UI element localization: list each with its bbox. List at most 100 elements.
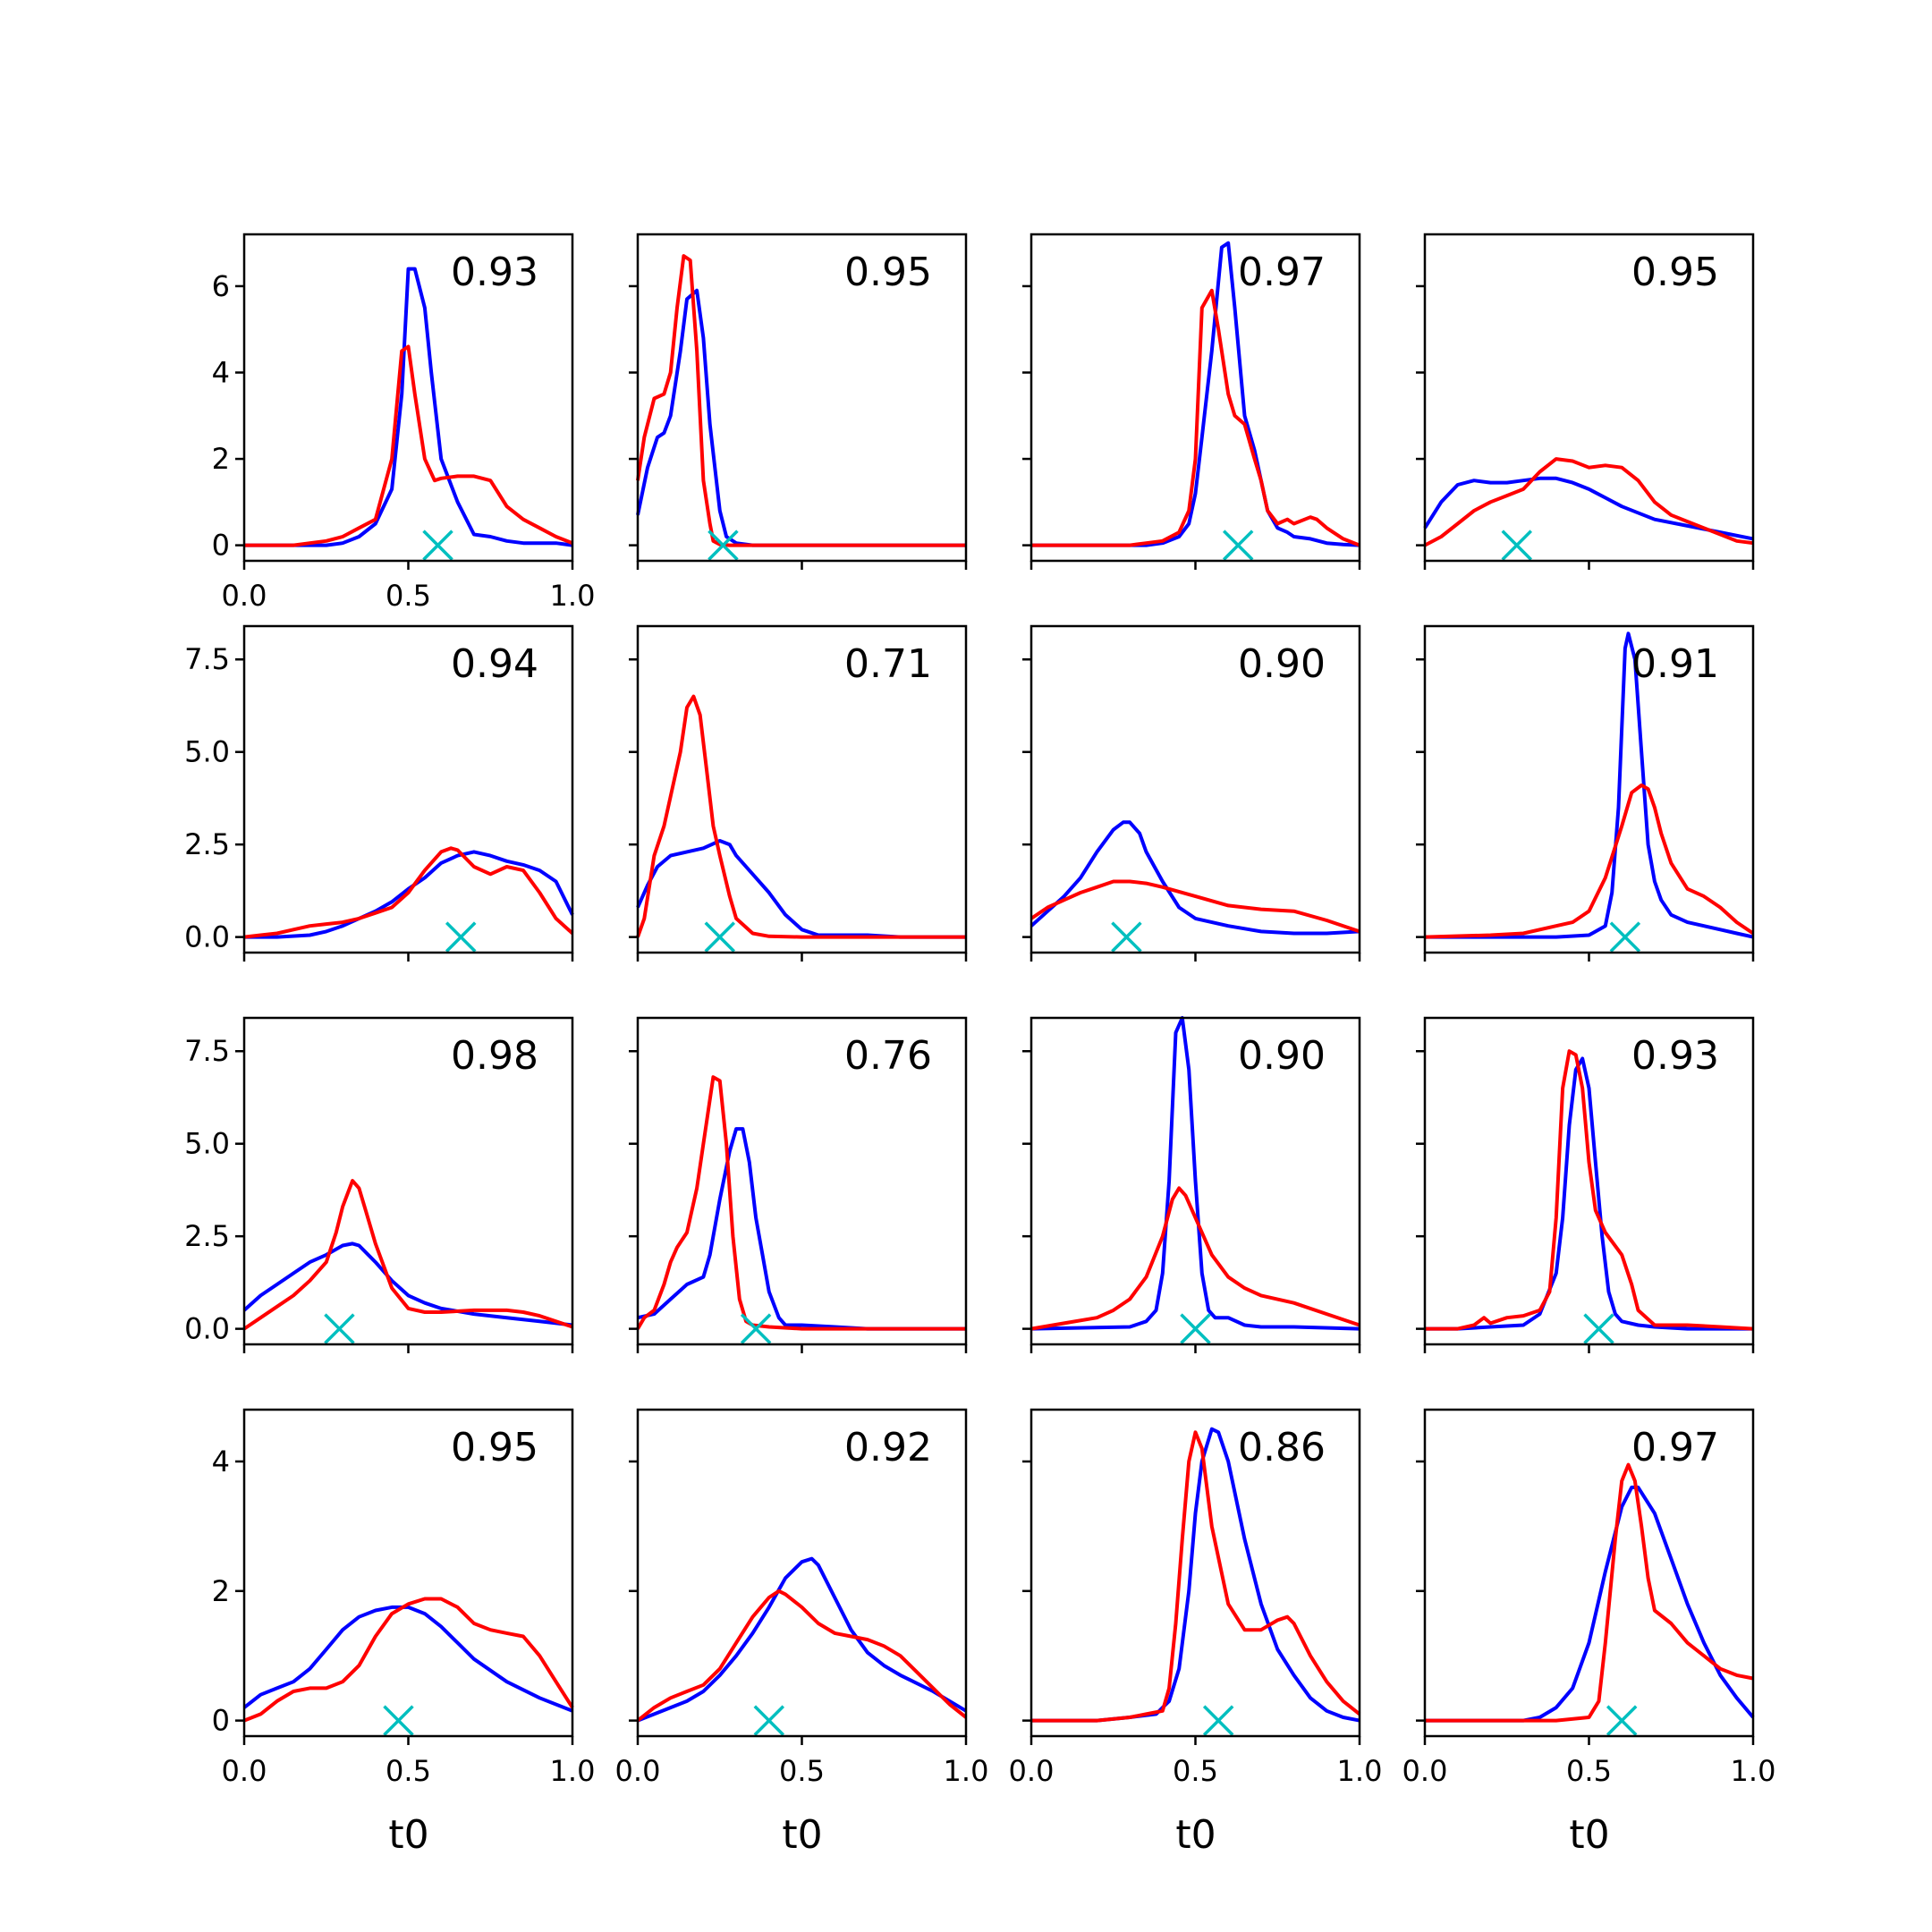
- x-tick-label: 0.5: [386, 579, 431, 613]
- blue-density-line: [1031, 241, 1360, 547]
- blue-density-line: [1425, 631, 1754, 939]
- y-tick-label: 0: [212, 529, 230, 563]
- x-axis-label: t0: [1175, 1812, 1216, 1858]
- blue-density-line: [242, 1605, 573, 1713]
- overlap-value-label: 0.94: [451, 641, 538, 687]
- y-tick-label: 2.5: [184, 1219, 230, 1253]
- true-value-marker: [422, 530, 453, 561]
- overlap-value-label: 0.97: [1631, 1425, 1719, 1470]
- overlap-value-label: 0.97: [1238, 250, 1326, 295]
- x-tick-label: 0.5: [1173, 1754, 1218, 1788]
- x-tick-label: 0.0: [222, 579, 267, 613]
- y-tick-label: 2: [212, 442, 230, 476]
- blue-density-line: [1031, 1427, 1360, 1723]
- red-density-line: [1425, 1049, 1754, 1331]
- true-value-marker: [708, 530, 739, 561]
- subplot: 0.0 2.5 5.0 7.5 0.94: [184, 624, 574, 962]
- y-tick-label: 5.0: [184, 1127, 230, 1161]
- x-tick-label: 1.0: [1337, 1754, 1383, 1788]
- subplot: 0.91: [1416, 624, 1755, 962]
- red-density-line: [636, 1589, 968, 1723]
- true-value-marker: [1606, 1705, 1638, 1736]
- red-density-line: [244, 344, 573, 547]
- x-tick-label: 0.0: [1402, 1754, 1448, 1788]
- blue-density-line: [1425, 1485, 1755, 1723]
- x-tick-label: 1.0: [1731, 1754, 1776, 1788]
- red-density-line: [243, 1597, 574, 1723]
- blue-density-line: [242, 1241, 573, 1327]
- x-tick-label: 1.0: [550, 1754, 596, 1788]
- red-density-line: [1031, 1430, 1361, 1723]
- x-axis-label: t0: [1569, 1812, 1609, 1858]
- overlap-value-label: 0.93: [1631, 1033, 1719, 1079]
- blue-density-line: [244, 850, 574, 939]
- overlap-value-label: 0.71: [844, 641, 932, 687]
- blue-density-line: [636, 288, 966, 547]
- x-tick-label: 0.0: [1009, 1754, 1055, 1788]
- overlap-value-label: 0.95: [1631, 250, 1719, 295]
- y-tick-label: 6: [212, 269, 230, 303]
- x-tick-label: 0.5: [779, 1754, 825, 1788]
- subplot: 0.0 0.5 1.0 0.86: [1009, 1408, 1383, 1788]
- y-tick-label: 4: [212, 1445, 230, 1479]
- subplot: 0.76: [629, 1016, 968, 1353]
- red-density-line: [242, 1179, 573, 1331]
- x-tick-label: 1.0: [944, 1754, 989, 1788]
- subplot: 0.0 2.5 5.0 7.5 0.98: [184, 1016, 574, 1353]
- red-density-line: [1030, 1186, 1360, 1331]
- subplot-grid: 0 2 4 6 0.0 0.5 1.0 0.93 0.95 0.97 0.95 0.0 2.5 5.0 7.…: [184, 233, 1776, 1788]
- true-value-marker: [1180, 1313, 1211, 1344]
- x-axis-label: t0: [782, 1812, 822, 1858]
- subplot: 0 2 4 6 0.0 0.5 1.0 0.93: [212, 233, 596, 613]
- y-tick-label: 2: [212, 1574, 230, 1608]
- overlap-value-label: 0.76: [844, 1033, 932, 1079]
- blue-density-line: [1425, 1056, 1753, 1331]
- overlap-value-label: 0.90: [1238, 641, 1326, 687]
- blue-density-line: [1423, 476, 1754, 541]
- subplot: 0.90: [1022, 624, 1361, 962]
- true-value-marker: [740, 1313, 772, 1344]
- overlap-value-label: 0.95: [451, 1425, 538, 1470]
- x-tick-label: 0.5: [386, 1754, 431, 1788]
- y-tick-label: 7.5: [184, 642, 230, 676]
- x-axis-labels: t0 t0 t0 t0: [388, 1812, 1609, 1858]
- red-density-line: [636, 694, 966, 939]
- x-tick-label: 0.0: [222, 1754, 267, 1788]
- subplot: 0.0 0.5 1.0 0.92: [615, 1408, 989, 1788]
- red-density-line: [636, 254, 966, 547]
- subplot: 0.95: [629, 233, 968, 570]
- blue-density-line: [636, 839, 966, 939]
- y-tick-label: 4: [212, 355, 230, 389]
- x-tick-label: 0.5: [1566, 1754, 1612, 1788]
- true-value-marker: [1583, 1313, 1614, 1344]
- true-value-marker: [1202, 1705, 1234, 1736]
- overlap-value-label: 0.92: [844, 1425, 932, 1470]
- red-density-line: [1030, 879, 1360, 934]
- y-tick-label: 0: [212, 1704, 230, 1738]
- true-value-marker: [753, 1705, 785, 1736]
- y-tick-label: 0.0: [184, 1312, 230, 1346]
- subplot: 0.95: [1416, 233, 1755, 570]
- blue-density-line: [637, 1556, 968, 1723]
- blue-density-line: [1030, 820, 1360, 936]
- subplot: 0.97: [1022, 233, 1361, 570]
- true-value-marker: [1609, 921, 1641, 953]
- subplot: 0.90: [1022, 1016, 1361, 1353]
- x-tick-label: 1.0: [550, 579, 596, 613]
- overlap-value-label: 0.86: [1238, 1425, 1326, 1470]
- subplot: 0 2 4 0.0 0.5 1.0 0.95: [212, 1408, 596, 1788]
- red-density-line: [636, 1075, 966, 1331]
- x-tick-label: 0.0: [615, 1754, 661, 1788]
- true-value-marker: [704, 921, 735, 953]
- blue-density-line: [244, 267, 573, 547]
- red-density-line: [243, 846, 574, 939]
- subplot: 0.0 0.5 1.0 0.97: [1402, 1408, 1776, 1788]
- blue-density-line: [1030, 1016, 1360, 1331]
- true-value-marker: [324, 1313, 355, 1344]
- true-value-marker: [383, 1705, 414, 1736]
- red-density-line: [1424, 783, 1755, 939]
- true-value-marker: [1222, 530, 1254, 561]
- true-value-marker: [1111, 921, 1142, 953]
- y-tick-label: 7.5: [184, 1034, 230, 1068]
